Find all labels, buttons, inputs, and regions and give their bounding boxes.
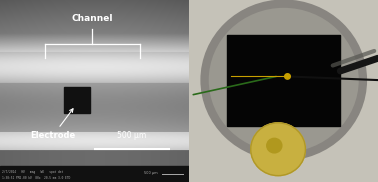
Bar xyxy=(227,35,340,126)
Text: 500 μm: 500 μm xyxy=(117,131,147,140)
Circle shape xyxy=(285,74,290,79)
Circle shape xyxy=(267,138,282,153)
Text: 1:38:51 PM2.00 kV  80x  20.5 mm 3.0 ETD: 1:38:51 PM2.00 kV 80x 20.5 mm 3.0 ETD xyxy=(2,176,70,180)
Circle shape xyxy=(204,4,363,157)
Bar xyxy=(0,166,189,182)
Bar xyxy=(64,87,90,113)
Text: Channel: Channel xyxy=(71,14,113,23)
Circle shape xyxy=(251,123,305,176)
Text: 2/7/2014   HV   mag   WD   spot det: 2/7/2014 HV mag WD spot det xyxy=(2,170,63,174)
Text: Electrode: Electrode xyxy=(30,109,76,140)
Text: 500 μm: 500 μm xyxy=(144,171,158,175)
